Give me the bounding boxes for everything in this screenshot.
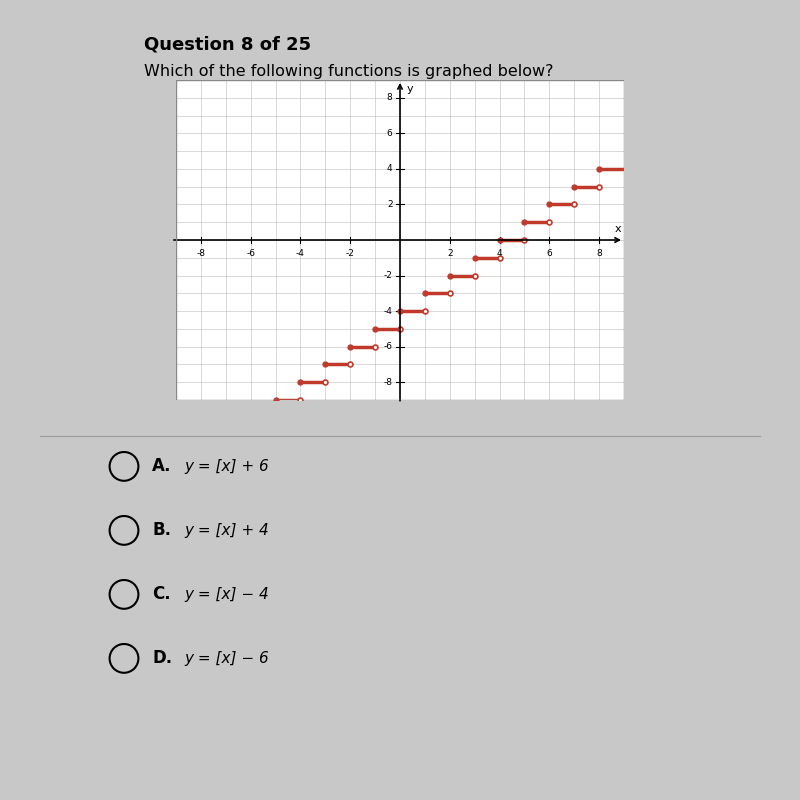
Text: -6: -6 [383, 342, 393, 351]
Text: Question 8 of 25: Question 8 of 25 [144, 36, 311, 54]
Text: A.: A. [152, 458, 171, 475]
Text: 4: 4 [387, 164, 393, 174]
Text: 4: 4 [497, 249, 502, 258]
Text: -6: -6 [246, 249, 255, 258]
Text: D.: D. [152, 650, 172, 667]
Text: B.: B. [152, 522, 171, 539]
Text: 2: 2 [387, 200, 393, 209]
Text: y: y [406, 83, 413, 94]
Text: C.: C. [152, 586, 170, 603]
Text: x: x [615, 224, 622, 234]
Text: y = [x] − 6: y = [x] − 6 [184, 651, 269, 666]
Text: -2: -2 [346, 249, 354, 258]
Text: -2: -2 [384, 271, 393, 280]
Text: y = [x] − 4: y = [x] − 4 [184, 587, 269, 602]
Text: -8: -8 [196, 249, 206, 258]
Text: y = [x] + 6: y = [x] + 6 [184, 459, 269, 474]
Text: 2: 2 [447, 249, 453, 258]
Text: Which of the following functions is graphed below?: Which of the following functions is grap… [144, 64, 554, 79]
Text: 6: 6 [546, 249, 552, 258]
Text: -4: -4 [296, 249, 305, 258]
Text: -4: -4 [384, 306, 393, 316]
Text: 8: 8 [596, 249, 602, 258]
Text: y = [x] + 4: y = [x] + 4 [184, 523, 269, 538]
Text: -8: -8 [383, 378, 393, 386]
Text: 6: 6 [386, 129, 393, 138]
Text: 8: 8 [386, 94, 393, 102]
